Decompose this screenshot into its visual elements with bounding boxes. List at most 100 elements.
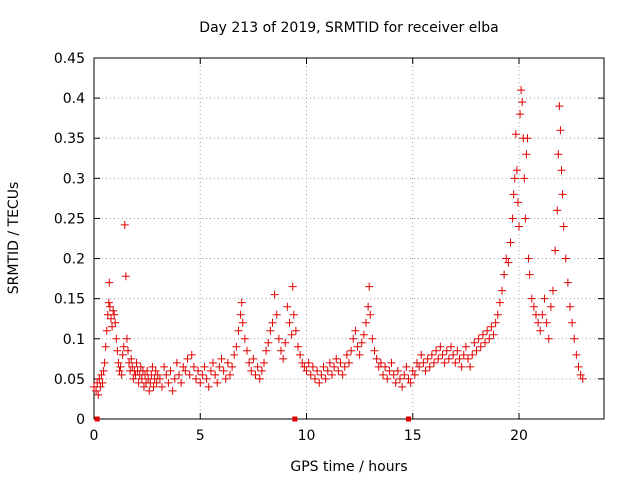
data-point (332, 354, 341, 363)
data-point (436, 342, 445, 351)
data-point (230, 350, 239, 359)
data-point (387, 358, 396, 367)
data-point (109, 306, 118, 315)
data-point (351, 326, 360, 335)
data-point (522, 150, 531, 159)
data-point (342, 350, 351, 359)
data-point (472, 346, 481, 355)
data-point (521, 214, 530, 223)
data-point (234, 326, 243, 335)
axis-markers (94, 416, 411, 422)
data-point (538, 310, 547, 319)
data-point (215, 362, 224, 371)
data-point (500, 270, 509, 279)
data-point (470, 338, 479, 347)
data-point (211, 370, 220, 379)
data-point (96, 382, 105, 391)
data-point (240, 334, 249, 343)
data-point (228, 362, 237, 371)
data-point (296, 350, 305, 359)
data-point (213, 378, 222, 387)
data-point (440, 358, 449, 367)
data-point (257, 366, 266, 375)
chart-title: Day 213 of 2019, SRMTID for receiver elb… (199, 20, 498, 36)
data-point (518, 98, 527, 107)
data-point (421, 366, 430, 375)
data-series (90, 86, 587, 399)
data-point (168, 386, 177, 395)
data-point (451, 358, 460, 367)
data-point (525, 270, 534, 279)
y-axis-title: SRMTID / TECUs (6, 182, 22, 295)
data-point (217, 354, 226, 363)
data-point (95, 374, 104, 383)
data-point (510, 174, 519, 183)
data-point (345, 358, 353, 367)
data-point (461, 342, 470, 351)
data-point (398, 382, 407, 391)
data-point (162, 370, 171, 379)
axis-marker (292, 416, 298, 422)
data-point (432, 346, 441, 355)
data-point (219, 366, 228, 375)
data-point (554, 150, 563, 159)
data-point (249, 354, 258, 363)
data-point (274, 334, 283, 343)
data-point (255, 374, 264, 383)
data-point (555, 102, 564, 111)
data-point (177, 378, 186, 387)
data-point (464, 354, 472, 363)
data-point (540, 294, 549, 303)
data-point (359, 330, 368, 339)
data-point (328, 370, 336, 379)
data-point (349, 334, 358, 343)
data-point (187, 350, 196, 359)
x-tick-label: 15 (404, 428, 422, 444)
data-point (408, 366, 417, 375)
data-point (357, 338, 366, 347)
data-point (410, 370, 419, 379)
data-point (442, 346, 451, 355)
data-point (396, 374, 404, 383)
data-point (145, 386, 154, 395)
data-point (237, 298, 246, 307)
data-point (204, 382, 213, 391)
data-point (132, 358, 141, 367)
data-point (134, 378, 143, 387)
y-tick-label: 0.1 (63, 332, 85, 348)
data-point (148, 362, 157, 371)
data-point (415, 362, 424, 371)
data-point (427, 350, 436, 359)
data-point (129, 374, 138, 383)
data-point (139, 382, 148, 391)
data-point (119, 342, 128, 351)
data-point (393, 366, 402, 375)
data-point (238, 318, 247, 327)
data-point (330, 362, 339, 371)
data-point (504, 258, 513, 267)
data-point (124, 346, 132, 355)
data-point (449, 350, 458, 359)
data-point (376, 358, 385, 367)
data-point (100, 358, 109, 367)
data-point (125, 358, 134, 367)
data-point (455, 354, 464, 363)
data-point (570, 334, 579, 343)
data-point (549, 286, 557, 295)
y-tick-label: 0.45 (54, 51, 85, 67)
data-point (353, 342, 362, 351)
data-point (391, 378, 400, 387)
data-point (508, 214, 517, 223)
data-point (302, 366, 311, 375)
data-point (559, 222, 568, 231)
y-tick-label: 0.15 (54, 292, 85, 308)
data-point (527, 294, 536, 303)
data-point (556, 126, 565, 135)
data-point (513, 198, 522, 207)
data-point (338, 370, 347, 379)
data-point (321, 374, 330, 383)
data-point (457, 362, 466, 371)
data-point (236, 310, 245, 319)
data-point (101, 342, 110, 351)
